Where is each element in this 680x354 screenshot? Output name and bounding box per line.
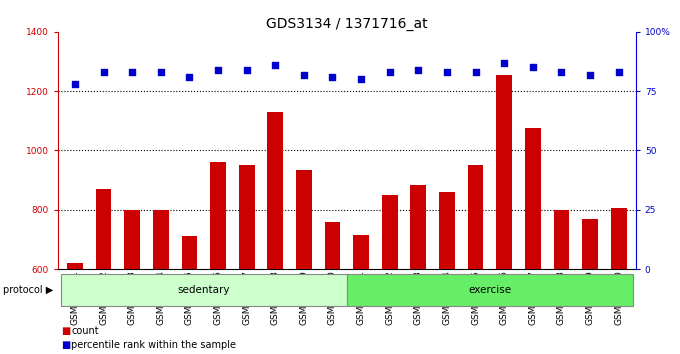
Bar xyxy=(611,208,626,269)
Point xyxy=(126,69,137,75)
Point xyxy=(556,69,567,75)
Bar xyxy=(525,128,541,269)
Bar xyxy=(496,75,512,269)
Point xyxy=(613,69,624,75)
Point xyxy=(470,69,481,75)
Bar xyxy=(267,112,283,269)
Point xyxy=(441,69,452,75)
Point xyxy=(184,74,195,80)
Text: protocol ▶: protocol ▶ xyxy=(3,285,54,295)
Bar xyxy=(67,263,83,269)
Point xyxy=(384,69,395,75)
Point xyxy=(498,60,509,65)
Text: ■: ■ xyxy=(61,326,71,336)
Bar xyxy=(382,195,398,269)
Bar xyxy=(439,192,455,269)
Point xyxy=(69,81,80,87)
Bar xyxy=(353,235,369,269)
Text: ■: ■ xyxy=(61,340,71,350)
Point xyxy=(327,74,338,80)
Bar xyxy=(153,210,169,269)
Text: percentile rank within the sample: percentile rank within the sample xyxy=(71,340,237,350)
Point xyxy=(528,64,539,70)
Bar xyxy=(324,222,341,269)
Point xyxy=(98,69,109,75)
Bar xyxy=(182,236,197,269)
Bar xyxy=(96,189,112,269)
Bar xyxy=(582,219,598,269)
Text: count: count xyxy=(71,326,99,336)
Bar xyxy=(468,165,483,269)
Point xyxy=(241,67,252,73)
Bar xyxy=(347,274,633,306)
Bar xyxy=(124,210,140,269)
Text: sedentary: sedentary xyxy=(177,285,230,295)
Point xyxy=(585,72,596,78)
Point xyxy=(270,62,281,68)
Bar xyxy=(239,165,254,269)
Point xyxy=(155,69,166,75)
Point xyxy=(356,76,367,82)
Bar xyxy=(210,162,226,269)
Title: GDS3134 / 1371716_at: GDS3134 / 1371716_at xyxy=(266,17,428,31)
Bar xyxy=(61,274,347,306)
Bar xyxy=(411,184,426,269)
Point xyxy=(213,67,224,73)
Bar xyxy=(296,170,311,269)
Text: exercise: exercise xyxy=(469,285,511,295)
Point xyxy=(299,72,309,78)
Bar xyxy=(554,210,569,269)
Point xyxy=(413,67,424,73)
